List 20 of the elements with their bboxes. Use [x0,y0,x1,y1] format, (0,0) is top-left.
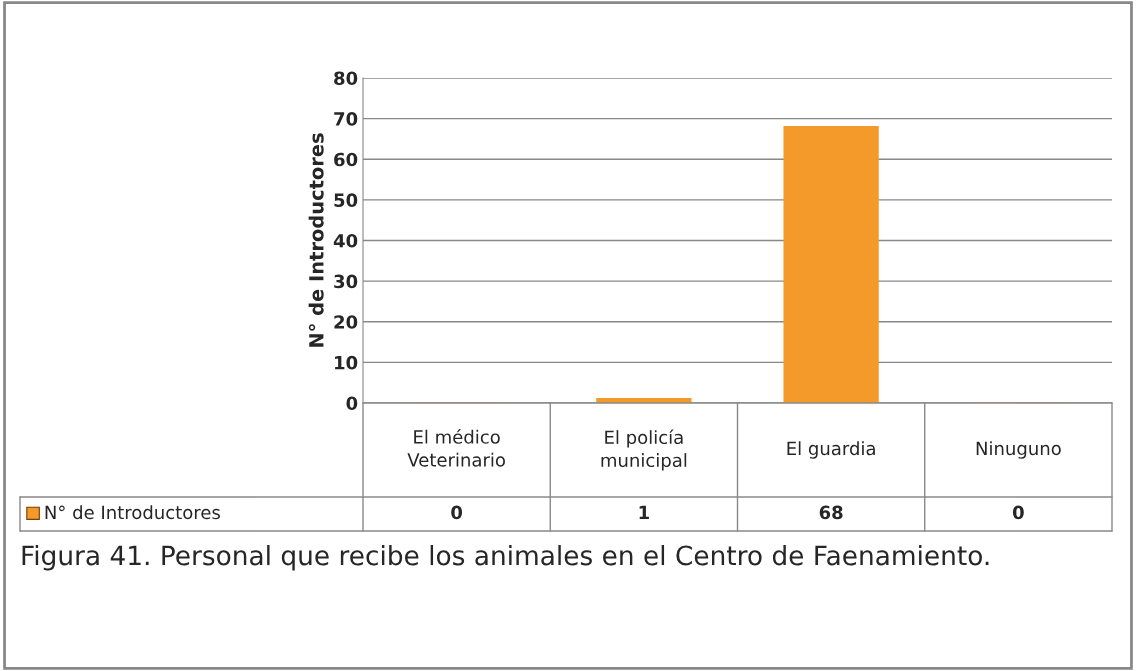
data-label: 68 [819,505,843,520]
y-tick-label: 30 [334,274,358,289]
data-label: 0 [1012,505,1024,520]
y-tick-label: 20 [334,315,358,329]
y-tick-label: 60 [334,152,358,167]
data-label: 0 [451,505,463,520]
y-axis-title: N° de Introductores [308,133,324,347]
legend-label: N° de Introductores [45,505,220,520]
y-tick-label: 50 [334,193,358,207]
y-tick-label: 0 [346,396,358,411]
x-tick-label: Ninuguno [976,441,1061,459]
x-tick-label: El guardia [787,441,875,459]
y-tick-label: 10 [335,355,358,370]
x-tick-label: El policía municipal [601,429,687,471]
y-tick-label: 80 [334,71,358,86]
data-label: 1 [639,505,649,519]
x-tick-label: El médico Veterinario [407,429,505,467]
y-tick-label: 40 [333,233,358,248]
text: Figura 41. Personal que recibe los animales en el Centro de Faenamiento. [22,545,989,571]
y-tick-label: 70 [334,112,358,126]
